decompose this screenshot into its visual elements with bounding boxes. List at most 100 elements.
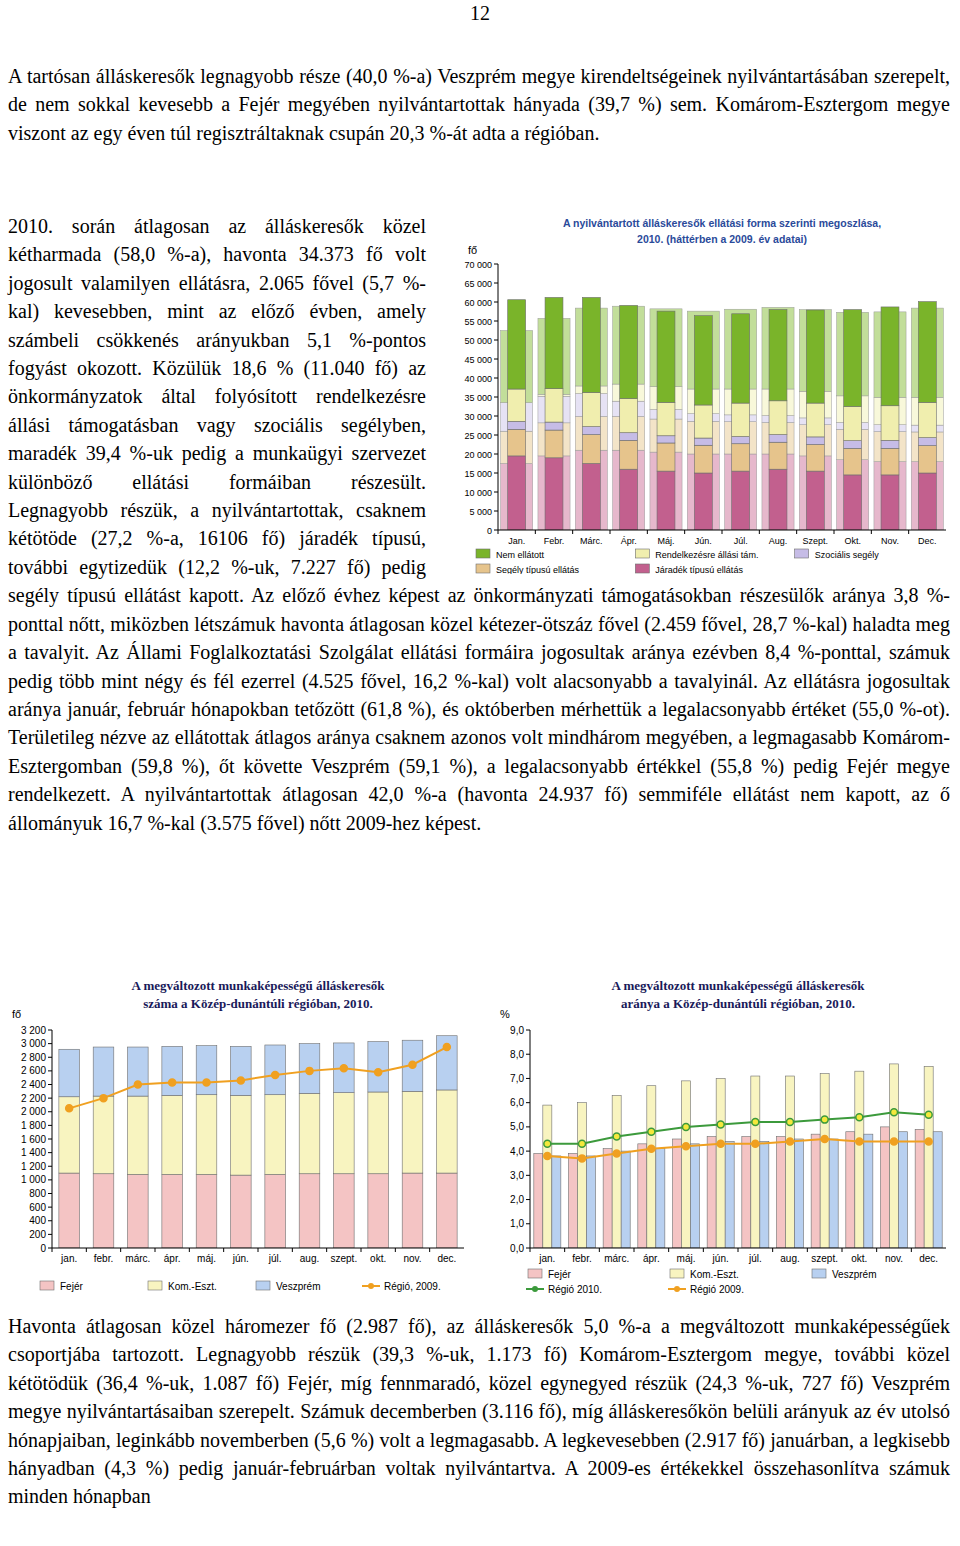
x-tick xyxy=(120,1248,121,1252)
y-axis xyxy=(530,1030,531,1248)
bar xyxy=(568,1154,577,1248)
tick-label: máj. xyxy=(197,1253,216,1264)
bar xyxy=(769,469,787,530)
tick-label: 1 800 xyxy=(21,1120,46,1131)
marker xyxy=(787,1138,794,1145)
bar xyxy=(545,297,563,388)
tick-label: 1,0 xyxy=(510,1218,524,1229)
tick-label: júl. xyxy=(268,1253,282,1264)
paragraph: A tartósan álláskeresők legnagyobb része… xyxy=(8,62,950,147)
tick-label: Ápr. xyxy=(621,536,637,546)
chart-title: A megváltozott munkaképességű álláskeres… xyxy=(132,978,386,993)
bar xyxy=(534,1154,543,1248)
bar xyxy=(844,448,862,475)
tick xyxy=(494,264,498,265)
legend-label: Fejér xyxy=(548,1269,571,1280)
tick-label: 0 xyxy=(40,1243,46,1254)
tick xyxy=(526,1223,530,1224)
tick-label: 65 000 xyxy=(464,279,492,289)
chart-title: A megváltozott munkaképességű álláskeres… xyxy=(612,978,866,993)
legend-label: Veszprém xyxy=(832,1269,876,1280)
bar xyxy=(846,1132,855,1248)
tick-label: 60 000 xyxy=(464,298,492,308)
legend-label: Rendelkezésre állási tám. xyxy=(655,550,758,560)
y-axis xyxy=(52,1030,53,1248)
tick-label: 800 xyxy=(29,1188,46,1199)
bar xyxy=(59,1049,80,1096)
legend-swatch xyxy=(795,549,809,558)
tick-label: 30 000 xyxy=(464,412,492,422)
x-tick xyxy=(684,530,685,534)
tick xyxy=(526,1175,530,1176)
bar xyxy=(402,1091,423,1173)
marker xyxy=(613,1133,620,1140)
chart-subtitle: aránya a Közép-dunántúli régióban, 2010. xyxy=(621,996,855,1011)
marker xyxy=(613,1150,620,1157)
x-tick xyxy=(155,1248,156,1252)
x-tick xyxy=(52,1248,53,1252)
bar xyxy=(691,1144,700,1248)
tick xyxy=(494,340,498,341)
bar xyxy=(918,438,936,446)
tick-label: Dec. xyxy=(918,536,937,546)
bar xyxy=(265,1045,286,1095)
bar xyxy=(265,1174,286,1248)
bar xyxy=(582,297,600,392)
x-tick xyxy=(842,1248,843,1252)
bar xyxy=(162,1095,183,1174)
bar xyxy=(657,436,675,443)
tick xyxy=(48,1207,52,1208)
tick xyxy=(494,416,498,417)
tick-label: 6,0 xyxy=(510,1097,524,1108)
chart-box: A nyilvántartott álláskeresők ellátási f… xyxy=(436,212,950,576)
x-tick xyxy=(703,1248,704,1252)
bar xyxy=(806,445,824,472)
x-tick xyxy=(772,1248,773,1252)
tick-label: 50 000 xyxy=(464,336,492,346)
marker xyxy=(579,1155,586,1162)
tick-label: Máj. xyxy=(657,536,674,546)
x-tick xyxy=(292,1248,293,1252)
bar xyxy=(806,403,824,437)
tick-label: 200 xyxy=(29,1229,46,1240)
x-tick xyxy=(759,530,760,534)
bar xyxy=(437,1090,458,1173)
bar xyxy=(806,471,824,530)
bar xyxy=(855,1071,864,1248)
tick-label: máj. xyxy=(677,1253,696,1264)
bar xyxy=(508,421,526,429)
x-tick xyxy=(572,530,573,534)
bar xyxy=(881,307,899,406)
tick-label: 3 000 xyxy=(21,1038,46,1049)
tick xyxy=(48,1139,52,1140)
bar xyxy=(899,1132,908,1248)
axis-label: fő xyxy=(468,244,477,256)
marker xyxy=(340,1065,347,1072)
tick-label: Jan. xyxy=(508,536,525,546)
marker xyxy=(375,1069,382,1076)
bar xyxy=(785,1076,794,1248)
marker xyxy=(717,1121,724,1128)
bar xyxy=(368,1042,389,1092)
bar xyxy=(368,1092,389,1174)
bar xyxy=(918,302,936,403)
x-tick xyxy=(429,1248,430,1252)
tick xyxy=(526,1102,530,1103)
x-tick xyxy=(908,530,909,534)
bar xyxy=(612,1095,621,1248)
bar xyxy=(760,1141,769,1248)
tick xyxy=(48,1057,52,1058)
tick-label: Nov. xyxy=(881,536,899,546)
legend-label: Segély típusú ellátás xyxy=(496,565,580,574)
marker xyxy=(306,1067,313,1074)
bar xyxy=(299,1093,320,1173)
tick-label: Szept. xyxy=(803,536,829,546)
legend-swatch xyxy=(368,1283,374,1289)
legend-swatch xyxy=(476,549,490,558)
marker xyxy=(925,1138,932,1145)
bar xyxy=(334,1093,355,1174)
bar xyxy=(620,399,638,433)
tick-label: 1 600 xyxy=(21,1134,46,1145)
bar xyxy=(299,1174,320,1248)
bar xyxy=(732,437,750,444)
